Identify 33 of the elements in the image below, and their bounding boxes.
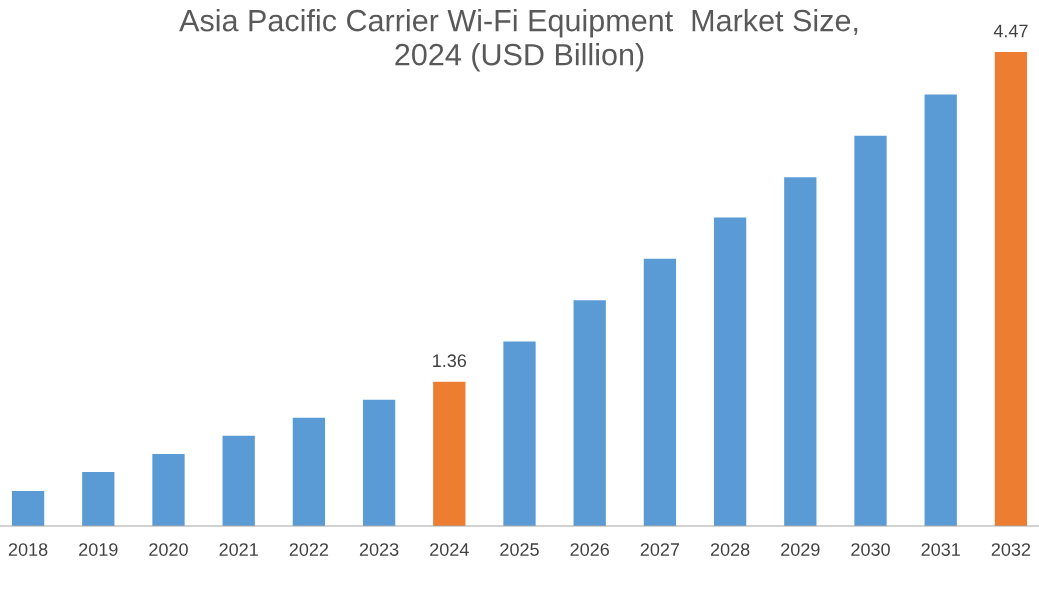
x-tick-label: 2023 (359, 543, 399, 556)
bar (854, 135, 887, 526)
bar (784, 177, 817, 526)
x-tick-label: 2028 (710, 543, 750, 556)
bar (152, 453, 185, 526)
chart-title: Asia Pacific Carrier Wi-Fi Equipment Market Size, 2024 (USD Billion) (179, 9, 858, 72)
x-tick-label: 2020 (149, 543, 188, 556)
bar (82, 471, 115, 526)
x-tick-label: 2024 (430, 543, 469, 556)
bar (362, 399, 396, 526)
x-tick-label: 2022 (289, 543, 329, 556)
bar (924, 94, 957, 526)
data-label: 1.36 (433, 354, 467, 368)
bar (503, 341, 536, 526)
bar (713, 217, 747, 526)
x-tick-label: 2019 (79, 543, 118, 556)
bar (292, 417, 326, 526)
data-label: 4.47 (993, 24, 1028, 38)
bar (573, 300, 606, 526)
bar (643, 258, 677, 526)
x-tick-label: 2025 (500, 543, 539, 556)
x-tick-label: 2021 (219, 543, 258, 556)
bar (222, 435, 255, 526)
bar (433, 381, 466, 526)
x-tick-label: 2031 (921, 543, 960, 556)
x-tick-label: 2027 (640, 543, 680, 556)
bar (11, 491, 45, 526)
bar (994, 52, 1028, 526)
x-tick-label: 2032 (991, 543, 1031, 556)
x-tick-label: 2018 (8, 543, 48, 556)
x-tick-label: 2029 (781, 543, 820, 556)
x-tick-label: 2026 (570, 543, 609, 556)
x-tick-label: 2030 (851, 543, 890, 556)
